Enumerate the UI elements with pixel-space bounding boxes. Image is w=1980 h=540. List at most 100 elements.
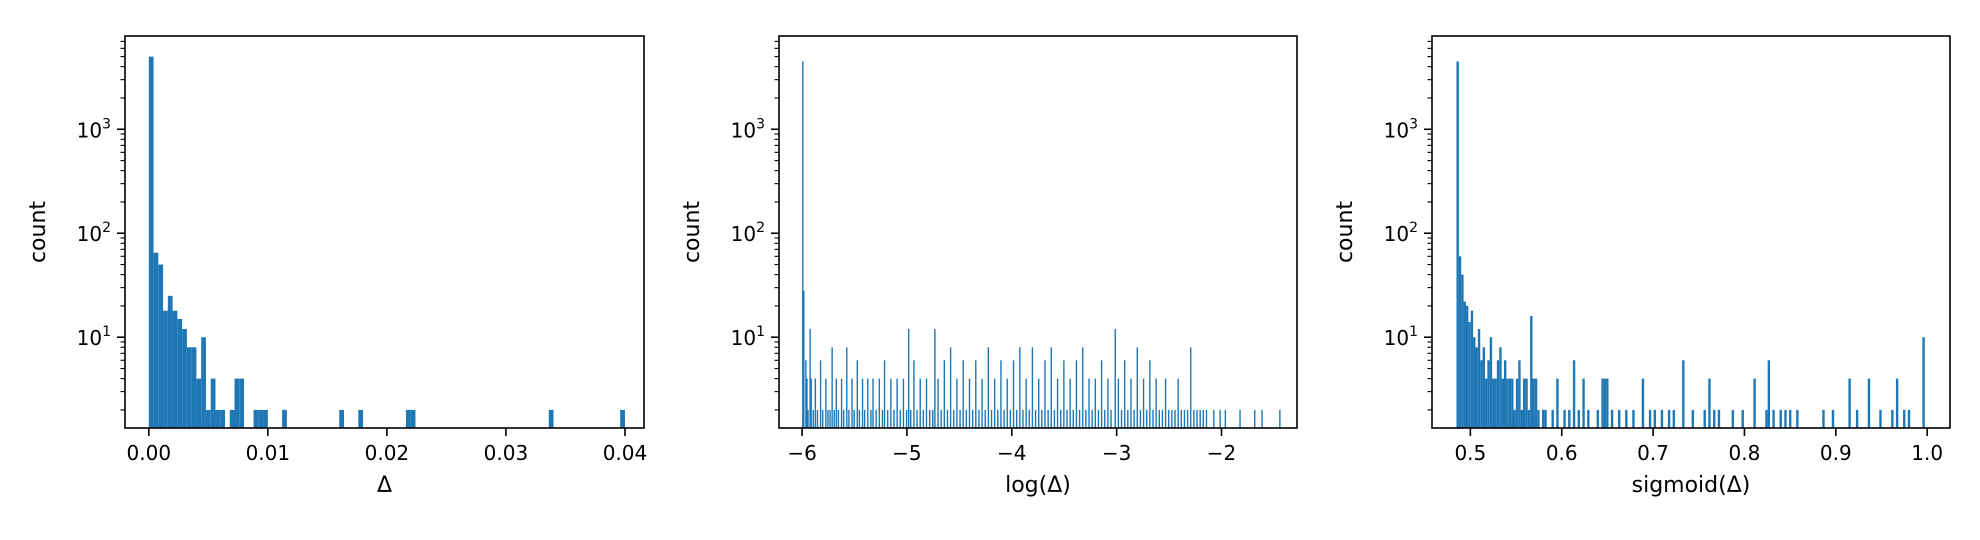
y-tick-label: 103 [1384,116,1418,142]
histogram-bar [1525,378,1528,428]
histogram-bar [1667,409,1671,428]
histogram-bar [182,328,187,428]
histogram-bar [968,378,971,428]
x-tick-label: −3 [1102,441,1131,465]
histogram-bar [1038,378,1040,428]
histogram-bar [962,360,964,428]
histogram-bar [1477,328,1481,428]
histogram-bar [858,409,861,428]
histogram-bar [902,378,905,428]
histogram-bar [1703,409,1706,428]
histogram-bar [1088,378,1090,428]
histogram-bar [210,378,216,428]
histogram-bar [1082,347,1084,428]
histogram-bar [807,409,809,428]
histogram-bar [201,337,206,428]
histogram-bar [1069,378,1071,428]
histogram-bar [1219,409,1221,428]
histogram-bar [229,409,235,428]
histogram-bar [234,378,240,428]
histogram-bar [1044,360,1046,428]
histogram-bar [878,378,881,428]
x-tick-label: 0.8 [1729,441,1761,465]
histogram-bar [1152,409,1154,428]
histogram-bar [814,378,817,428]
y-tick-label: 103 [77,116,111,142]
histogram-bar [1641,378,1645,428]
histogram-bar [875,409,877,428]
histogram-bar [1513,409,1516,428]
y-tick-label: 101 [731,324,765,350]
histogram-bar [829,409,831,428]
y-axis-label: count [1333,201,1358,263]
histogram-bar [825,378,827,428]
histogram-bar [870,409,872,428]
histogram-bar [1499,347,1502,428]
histogram-bar [158,264,164,428]
histogram-bar [827,409,829,428]
histogram-bar [1772,409,1775,428]
histogram-bar [1503,360,1507,428]
histogram-bar [1019,347,1021,428]
histogram-bar [956,378,958,428]
histogram-bar [167,295,173,428]
histogram-bar [1075,360,1078,428]
histogram-bar [919,378,921,428]
histogram-bar [339,409,345,428]
histogram-bar [1660,409,1664,428]
histogram-bar [1205,409,1208,428]
x-tick-label: 0.00 [127,441,172,465]
plot-frame [1431,35,1951,429]
histogram-bar [1031,347,1034,428]
histogram-bar [853,409,855,428]
x-tick-label: 0.6 [1546,441,1578,465]
x-tick-label: 0.04 [603,441,648,465]
histogram-bar [1180,409,1183,428]
y-axis-label: count [26,201,51,263]
x-tick-label: −2 [1207,441,1236,465]
x-tick-label: 0.5 [1454,441,1486,465]
histogram-bar [1060,409,1062,428]
histogram-bar [1094,378,1097,428]
histogram-bar [205,409,211,428]
histogram-bar [1127,409,1129,428]
histogram-bar [856,360,858,428]
histogram-bar [1034,409,1037,428]
histogram-bar [1855,409,1859,428]
y-axis-label: count [680,201,705,263]
histogram-bar [863,409,866,428]
histogram-bar [1006,378,1008,428]
histogram-bar [916,409,918,428]
histogram-bar [1164,378,1167,428]
histogram-bar [803,290,805,428]
histogram-bar [1717,409,1721,428]
histogram-bar [881,409,884,428]
histogram-bar [1610,409,1614,428]
histogram-bar [890,378,892,428]
histogram-bar [1213,409,1215,428]
histogram-bar [1056,378,1059,428]
histogram-bar [1000,360,1002,428]
chart-panel-3: 0.5 0.6 0.7 0.8 0.9 1.0 101 102 103 sigmoid(Δ) cou… [1333,35,1951,498]
histogram-bar [809,328,811,428]
histogram-bar [1713,409,1716,428]
histogram-bar [1110,409,1112,428]
histogram-bar [987,347,990,428]
histogram-bar [1123,360,1126,428]
histogram-bar [1506,378,1509,428]
histogram-bar [1551,409,1554,428]
y-tick-label: 102 [77,220,111,246]
histogram-bar [861,378,864,428]
histogram-bar [1603,378,1607,428]
histogram-bar [940,409,942,428]
histogram-bar [872,378,874,428]
histogram-bar [1475,347,1478,428]
histogram-bar [835,378,838,428]
x-tick-label: −4 [997,441,1026,465]
histogram-bar [1009,409,1012,428]
histogram-bar [1515,378,1519,428]
x-axis-label: Δ [377,473,392,498]
histogram-bar [1085,409,1087,428]
